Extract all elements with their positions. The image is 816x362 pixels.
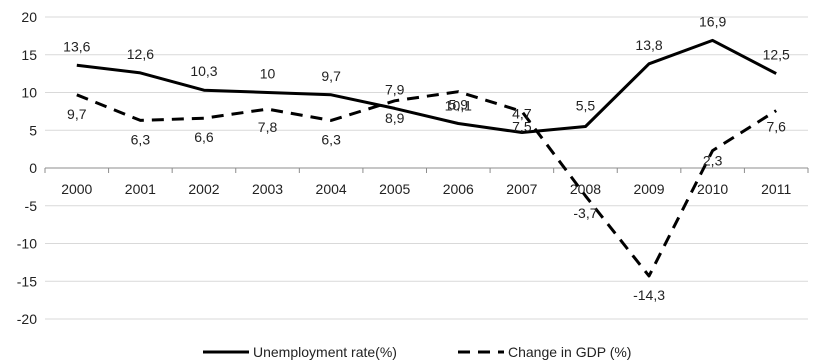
x-tick-label: 2009 xyxy=(633,181,664,197)
gdp-line xyxy=(76,90,777,278)
unemployment-data-label: 5,9 xyxy=(449,96,469,112)
gdp-data-label: 8,9 xyxy=(385,110,405,126)
y-tick-label: 0 xyxy=(29,160,37,176)
unemployment-data-label: 13,6 xyxy=(63,38,90,54)
y-tick-label: 5 xyxy=(29,122,37,138)
x-tick-label: 2002 xyxy=(188,181,219,197)
y-tick-label: -15 xyxy=(17,273,37,289)
unemployment-data-label: 7,9 xyxy=(385,81,405,97)
y-tick-label: 15 xyxy=(21,47,37,63)
unemployment-data-label: 13,8 xyxy=(635,37,662,53)
x-tick-label: 2010 xyxy=(697,181,728,197)
x-tick-label: 2003 xyxy=(252,181,283,197)
y-tick-label: -10 xyxy=(17,236,37,252)
y-axis: 20 15 10 5 0 -5 -10 -15 -20 xyxy=(17,9,37,327)
data-labels: 13,6 12,6 10,3 10 9,7 7,9 5,9 4,7 5,5 13,8 16,9 12,… xyxy=(63,13,790,303)
series-lines xyxy=(76,38,777,278)
x-tick-label: 2004 xyxy=(316,181,347,197)
unemployment-data-label: 12,5 xyxy=(763,47,790,63)
gdp-data-label: -3,7 xyxy=(573,205,597,221)
unemployment-data-label: 9,7 xyxy=(321,68,341,84)
gdp-data-label: 7,6 xyxy=(766,119,786,135)
gdp-data-label: 7,5 xyxy=(512,118,532,134)
unemployment-data-label: 10,3 xyxy=(190,63,217,79)
x-tick-label: 2006 xyxy=(443,181,474,197)
unemployment-data-label: 4,7 xyxy=(512,106,532,122)
x-tick-label: 2007 xyxy=(506,181,537,197)
x-tick-label: 2001 xyxy=(125,181,156,197)
x-tick-label: 2011 xyxy=(761,181,791,197)
legend-label-gdp: Change in GDP (%) xyxy=(508,344,631,360)
y-tick-label: -5 xyxy=(25,198,38,214)
unemployment-data-label: 10 xyxy=(260,66,276,82)
unemployment-data-label: 5,5 xyxy=(576,97,596,113)
gdp-data-label: 9,7 xyxy=(67,106,87,122)
y-tick-label: -20 xyxy=(17,311,37,327)
gdp-data-label: 7,8 xyxy=(258,119,278,135)
gdp-data-label: 6,6 xyxy=(194,129,214,145)
gdp-data-label: 6,3 xyxy=(321,131,341,147)
gdp-data-label: 10,1 xyxy=(445,98,472,114)
y-tick-label: 20 xyxy=(21,9,37,25)
x-tick-label: 2000 xyxy=(61,181,92,197)
legend: Unemployment rate(%) Change in GDP (%) xyxy=(203,344,631,360)
unemployment-data-label: 12,6 xyxy=(127,46,154,62)
y-tick-label: 10 xyxy=(21,85,37,101)
unemployment-data-label: 16,9 xyxy=(699,13,726,29)
gdp-data-label: -14,3 xyxy=(633,287,665,303)
x-axis: 2000 2001 2002 2003 2004 2005 2006 2007 2008 2009… xyxy=(44,168,809,197)
gdp-data-label: 6,3 xyxy=(131,131,151,147)
gdp-data-label: 2,3 xyxy=(703,153,723,169)
legend-label-unemployment: Unemployment rate(%) xyxy=(253,344,397,360)
unemployment-line xyxy=(76,38,777,134)
x-tick-label: 2005 xyxy=(379,181,410,197)
